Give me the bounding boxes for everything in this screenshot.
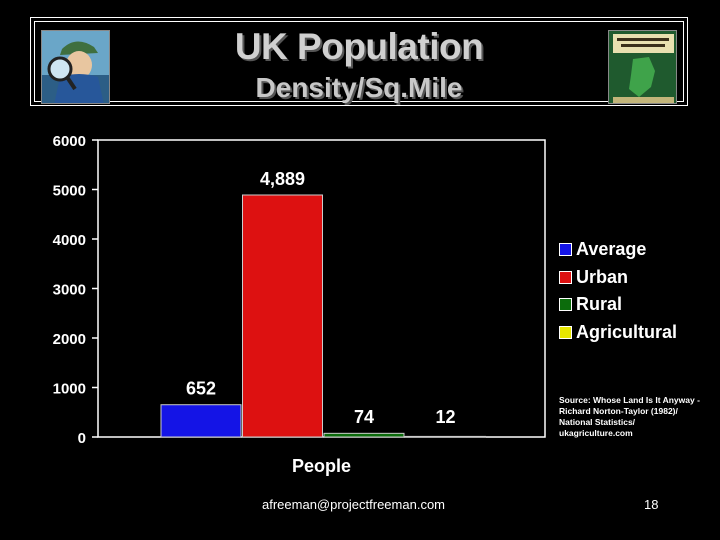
data-label-agricultural: 12 — [435, 407, 455, 427]
legend-label-rural: Rural — [576, 294, 623, 315]
legend-label-urban: Urban — [576, 266, 629, 287]
legend-item-average: Average — [559, 236, 677, 264]
legend-item-urban: Urban — [559, 264, 677, 292]
bar-agricultural — [405, 435, 486, 438]
bar-rural — [323, 432, 405, 438]
y-tick-label: 5000 — [53, 183, 86, 200]
legend-label-agricultural: Agricultural — [576, 321, 678, 342]
y-tick-label: 0 — [78, 430, 86, 447]
x-category-label: People — [292, 456, 351, 476]
data-label-rural: 74 — [354, 407, 374, 427]
data-label-urban: 4,889 — [260, 169, 305, 189]
legend-label-average: Average — [576, 239, 647, 260]
y-tick-label: 4000 — [53, 232, 86, 249]
legend-item-rural: Rural — [559, 291, 677, 319]
legend-swatch-agricultural — [559, 325, 572, 339]
source-note: Source: Whose Land Is It Anyway - Richar… — [559, 395, 700, 438]
y-tick-label: 6000 — [53, 133, 86, 150]
chart-title: UK Population — [234, 26, 484, 67]
bar-urban — [242, 194, 323, 438]
chart-subtitle: Density/Sq.Mile — [255, 72, 463, 103]
title-frame: UK Population Density/Sq.Mile — [34, 21, 684, 104]
plot-area: 0 1000 2000 3000 4000 5000 6000 652 4,889 74 12 Peo… — [53, 133, 546, 476]
book-cover-image — [608, 30, 677, 104]
legend: Average Urban Rural Agricultural — [559, 236, 677, 346]
legend-swatch-average — [559, 243, 572, 257]
y-tick-label: 2000 — [53, 331, 86, 348]
page-number: 18 — [644, 497, 659, 512]
bar-average — [160, 404, 242, 438]
data-label-average: 652 — [186, 379, 216, 399]
detective-image — [41, 30, 110, 104]
title-box: UK Population Density/Sq.Mile — [30, 17, 688, 106]
legend-item-agricultural: Agricultural — [559, 319, 677, 347]
y-tick-label: 1000 — [53, 381, 86, 398]
footer-email: afreeman@projectfreeman.com — [262, 497, 445, 512]
legend-swatch-rural — [559, 298, 572, 312]
legend-swatch-urban — [559, 270, 572, 284]
y-tick-label: 3000 — [53, 282, 86, 299]
